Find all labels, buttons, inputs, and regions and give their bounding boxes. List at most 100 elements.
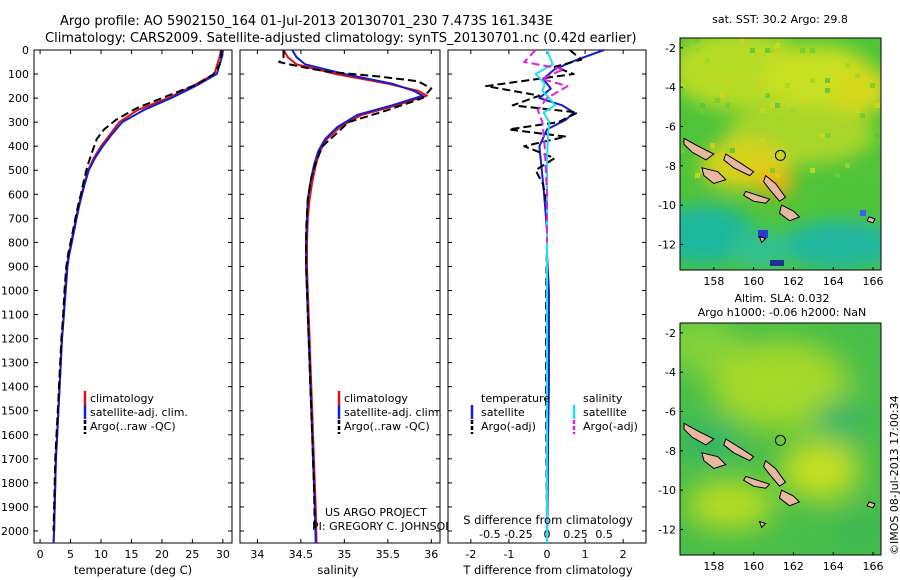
diff-legend-s-sat: satellite bbox=[583, 406, 627, 419]
series-line-argo-raw-qc- bbox=[278, 50, 433, 532]
map-y-tick-label: -8 bbox=[665, 160, 676, 173]
map-x-tick-label: 166 bbox=[863, 560, 884, 573]
s-tick-label: -0.5 bbox=[479, 528, 500, 541]
s-tick-label: 0.5 bbox=[595, 528, 613, 541]
sla-coastline bbox=[683, 422, 876, 529]
depth-tick-label: 100 bbox=[8, 68, 29, 81]
island bbox=[683, 137, 715, 161]
difference-panel: -2 -1 0 1 2 -0.5 -0.25 0 0.25 0.5 T difference f… bbox=[447, 49, 647, 577]
series-line-temperature-satellite bbox=[538, 49, 605, 544]
island bbox=[701, 167, 727, 185]
map-y-tick-label: -4 bbox=[665, 81, 676, 94]
temperature-axes-box bbox=[33, 49, 233, 544]
sla-map-axes: 158 160 162 164 166 -2 -4 -6 -8 -10 -12 bbox=[658, 327, 884, 573]
temperature-profiles bbox=[52, 49, 224, 544]
map-y-tick-label: -6 bbox=[665, 120, 676, 133]
legend-climatology: climatology bbox=[90, 392, 154, 405]
diff-legend-salinity-head: salinity bbox=[583, 392, 623, 405]
x-tick-label: 5 bbox=[67, 548, 74, 561]
x-tick-label: 34.5 bbox=[289, 548, 314, 561]
depth-tick-label: 1000 bbox=[1, 284, 29, 297]
map-x-tick-label: 166 bbox=[863, 275, 884, 288]
map-y-tick-label: -2 bbox=[665, 327, 676, 340]
map-y-tick-label: -6 bbox=[665, 405, 676, 418]
map-x-tick-label: 158 bbox=[703, 560, 724, 573]
temperature-legend: climatology satellite-adj. clim. Argo(..… bbox=[83, 391, 188, 434]
x-tick-label: 15 bbox=[124, 548, 138, 561]
depth-tick-label: 300 bbox=[8, 116, 29, 129]
temperature-xlabel: temperature (deg C) bbox=[74, 563, 192, 577]
imos-stamp: ©IMOS 08-Jul-2013 17:00:34 bbox=[888, 395, 900, 555]
series-line-salinity-argo-adj- bbox=[523, 49, 569, 243]
island bbox=[723, 438, 755, 462]
salinity-panel: 34 34.5 35 35.5 36 salinity climatology sate… bbox=[239, 49, 453, 577]
s-tick-label: 0.25 bbox=[563, 528, 588, 541]
depth-tick-label: 500 bbox=[8, 164, 29, 177]
map-y-tick-label: -12 bbox=[658, 523, 676, 536]
x-tick-label: 1 bbox=[582, 548, 589, 561]
credit-pi: PI: GREGORY C. JOHNSON bbox=[312, 520, 453, 533]
map-x-tick-label: 164 bbox=[823, 560, 844, 573]
header-line1: Argo profile: AO 5902150_164 01-Jul-2013… bbox=[60, 14, 553, 29]
sst-field bbox=[680, 38, 881, 270]
x-tick-label: 20 bbox=[155, 548, 169, 561]
depth-tick-label: 800 bbox=[8, 236, 29, 249]
sst-map: sat. SST: 30.2 Argo: 29.8 158 160 162 164 16… bbox=[658, 13, 884, 288]
sal-legend-satellite: satellite-adj. clim. bbox=[344, 406, 442, 419]
depth-tick-label: 1600 bbox=[1, 429, 29, 442]
depth-tick-label: 1700 bbox=[1, 453, 29, 466]
island bbox=[701, 452, 727, 470]
difference-profiles bbox=[485, 49, 605, 544]
island bbox=[758, 235, 767, 244]
island bbox=[866, 216, 876, 224]
x-tick-label: 35.5 bbox=[376, 548, 401, 561]
s-tick-label: -0.25 bbox=[504, 528, 532, 541]
x-tick-label: 0 bbox=[544, 548, 551, 561]
s-difference-xlabel: S difference from climatology bbox=[463, 513, 633, 527]
depth-tick-label: 1800 bbox=[1, 477, 29, 490]
map-y-tick-label: -4 bbox=[665, 366, 676, 379]
sal-legend-climatology: climatology bbox=[344, 392, 408, 405]
depth-tick-label: 600 bbox=[8, 188, 29, 201]
sla-map-title2: Argo h1000: -0.06 h2000: NaN bbox=[698, 306, 867, 319]
x-tick-label: 0 bbox=[37, 548, 44, 561]
series-line-argo-raw-qc- bbox=[52, 49, 223, 532]
x-tick-label: 30 bbox=[216, 548, 230, 561]
map-y-tick-label: -10 bbox=[658, 484, 676, 497]
x-tick-label: 36 bbox=[424, 548, 438, 561]
island bbox=[723, 153, 755, 177]
sla-field bbox=[680, 323, 881, 555]
diff-legend-s-argo: Argo(-adj) bbox=[583, 420, 638, 433]
difference-legend: temperature salinity satellite Argo(-adj… bbox=[470, 392, 638, 434]
x-tick-label: 35 bbox=[337, 548, 351, 561]
island bbox=[866, 501, 876, 509]
depth-tick-label: 1900 bbox=[1, 501, 29, 514]
sst-coastline bbox=[683, 137, 876, 244]
sla-map-frame bbox=[679, 322, 882, 556]
map-x-tick-label: 158 bbox=[703, 275, 724, 288]
salinity-profiles bbox=[278, 49, 433, 544]
header-line2: Climatology: CARS2009. Satellite-adjuste… bbox=[45, 31, 637, 46]
map-y-tick-label: -10 bbox=[658, 199, 676, 212]
salinity-xlabel: salinity bbox=[317, 563, 358, 577]
map-x-tick-label: 162 bbox=[783, 275, 804, 288]
depth-tick-label: 0 bbox=[22, 44, 29, 57]
map-y-tick-label: -8 bbox=[665, 445, 676, 458]
map-y-tick-label: -12 bbox=[658, 238, 676, 251]
depth-tick-label: 400 bbox=[8, 140, 29, 153]
island bbox=[743, 190, 771, 204]
x-tick-label: 10 bbox=[94, 548, 108, 561]
diff-legend-t-sat: satellite bbox=[481, 406, 525, 419]
island bbox=[778, 489, 801, 507]
map-x-tick-label: 162 bbox=[783, 560, 804, 573]
series-line-salinity-satellite bbox=[534, 49, 556, 543]
map-x-tick-label: 160 bbox=[743, 560, 764, 573]
legend-satellite: satellite-adj. clim. bbox=[90, 406, 188, 419]
depth-tick-label: 1300 bbox=[1, 357, 29, 370]
x-tick-label: 2 bbox=[620, 548, 627, 561]
island bbox=[763, 459, 787, 487]
sal-legend-argo: Argo(..raw -QC) bbox=[344, 420, 430, 433]
x-tick-label: 25 bbox=[185, 548, 199, 561]
sst-map-frame bbox=[679, 37, 882, 271]
sst-map-title: sat. SST: 30.2 Argo: 29.8 bbox=[712, 13, 848, 26]
